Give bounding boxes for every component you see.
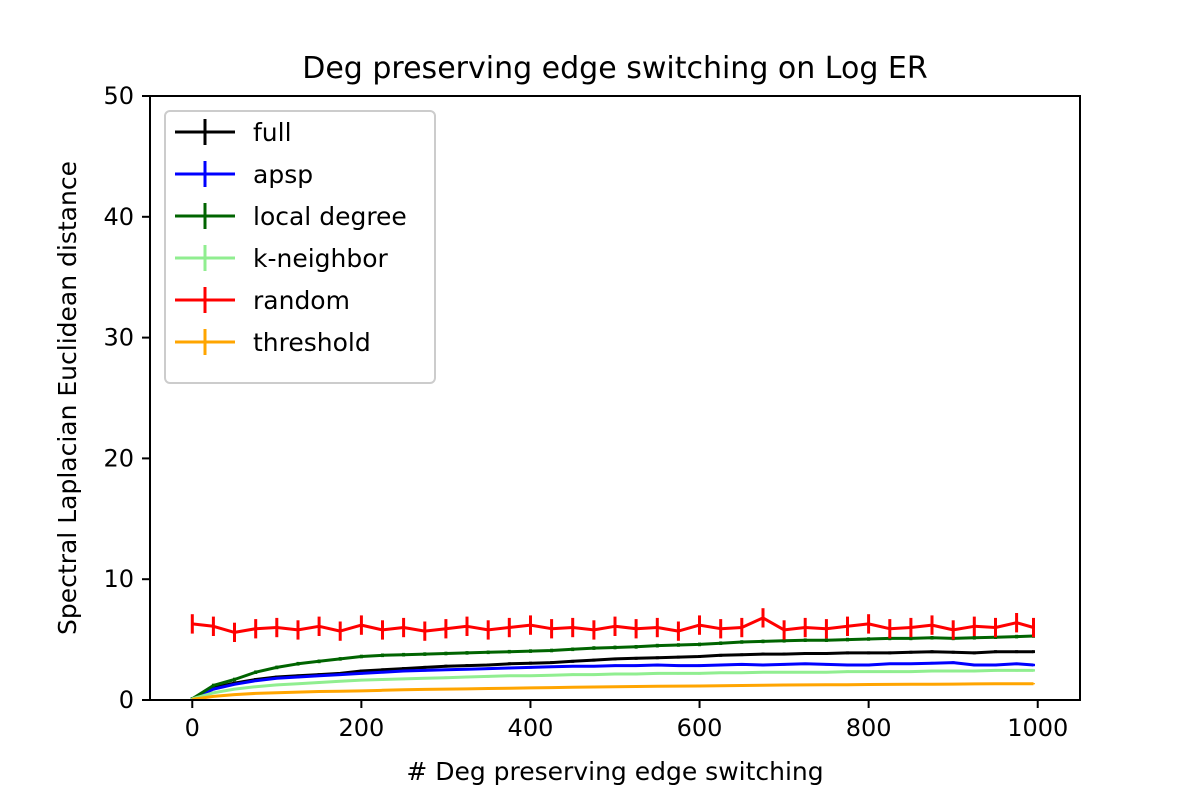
axes: 0 200 400 600 800 1000 0 10 20 30 40 50 — [103, 82, 1081, 742]
legend-label-threshold: threshold — [253, 328, 371, 357]
x-tick-label: 1000 — [1007, 714, 1068, 742]
chart-title: Deg preserving edge switching on Log ER — [302, 51, 927, 86]
series-local-degree — [190, 634, 1035, 701]
y-tick-label: 20 — [103, 444, 134, 472]
x-tick-label: 200 — [338, 714, 384, 742]
series-k-neighbor — [190, 668, 1035, 701]
x-axis-label: # Deg preserving edge switching — [406, 757, 823, 786]
x-tick-label: 600 — [677, 714, 723, 742]
series-random — [190, 608, 1035, 642]
y-tick-label: 10 — [103, 565, 134, 593]
y-tick-label: 40 — [103, 203, 134, 231]
legend-label-local-degree: local degree — [253, 202, 407, 231]
y-tick-label: 0 — [119, 686, 134, 714]
x-tick-label: 400 — [508, 714, 554, 742]
y-axis-label: Spectral Laplacian Euclidean distance — [53, 161, 82, 635]
y-tick-label: 30 — [103, 324, 134, 352]
series-threshold — [190, 682, 1035, 701]
series-apsp — [190, 661, 1035, 701]
y-tick-label: 50 — [103, 82, 134, 110]
legend-label-full: full — [253, 118, 292, 147]
legend-label-apsp: apsp — [253, 160, 313, 189]
legend-label-k-neighbor: k-neighbor — [253, 244, 389, 273]
x-tick-label: 800 — [846, 714, 892, 742]
series-group — [190, 608, 1035, 701]
legend-label-random: random — [253, 286, 350, 315]
legend: full apsp local degree k-neighbor random thre… — [164, 110, 436, 384]
axes-frame — [149, 95, 1081, 701]
legend-box — [164, 110, 436, 384]
x-tick-label: 0 — [185, 714, 200, 742]
